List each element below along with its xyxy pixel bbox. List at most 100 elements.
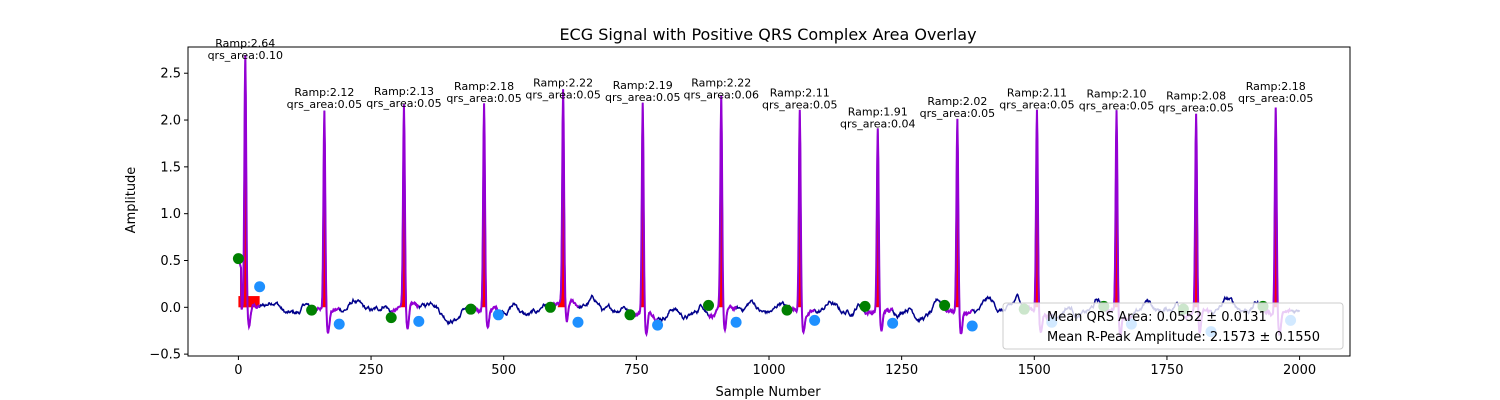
ramp-label: Ramp:2.22: [533, 76, 593, 89]
qrs-segment: [237, 54, 261, 331]
qrs-segment: [1182, 113, 1212, 334]
qrs-area-label: qrs_area:0.05: [1158, 102, 1233, 115]
y-tick-label: 0.0: [160, 301, 181, 316]
ramp-label: Ramp:1.91: [848, 105, 908, 118]
x-tick-label: 0: [234, 363, 242, 378]
qrs-offset-marker: [730, 316, 742, 328]
qrs-area-label: qrs_area:0.05: [920, 107, 995, 120]
qrs-segment: [943, 118, 973, 335]
qrs-segment: [786, 109, 816, 336]
qrs-offset-marker: [809, 314, 821, 326]
plot-area: Ramp:2.64qrs_area:0.10Ramp:2.12qrs_area:…: [208, 37, 1314, 338]
ramp-label: Ramp:2.10: [1087, 88, 1147, 101]
qrs-area-label: qrs_area:0.04: [840, 117, 915, 130]
qrs-area-fill: [238, 296, 260, 308]
qrs-area-label: qrs_area:0.05: [366, 97, 441, 110]
qrs-area-fill: [1270, 107, 1282, 308]
qrs-offset-marker: [413, 315, 425, 327]
x-tick-label: 1750: [1150, 363, 1183, 378]
ramp-label: Ramp:2.22: [691, 76, 751, 89]
qrs-onset-marker: [306, 304, 318, 316]
qrs-area-fill: [319, 110, 330, 308]
qrs-area-fill: [872, 128, 884, 308]
qrs-area-fill: [715, 95, 727, 308]
chart-title: ECG Signal with Positive QRS Complex Are…: [559, 25, 976, 44]
qrs-onset-marker: [544, 301, 556, 313]
qrs-segment: [1023, 109, 1053, 334]
ramp-label: Ramp:2.08: [1166, 90, 1226, 103]
ramp-label: Ramp:2.02: [927, 95, 987, 108]
qrs-area-fill: [239, 54, 251, 308]
qrs-segment: [708, 95, 738, 334]
qrs-offset-marker: [572, 316, 584, 328]
qrs-area-label: qrs_area:0.05: [525, 88, 600, 101]
x-tick-label: 1250: [885, 363, 918, 378]
qrs-area-fill: [1111, 110, 1122, 308]
x-tick-label: 1500: [1018, 363, 1051, 378]
qrs-area-fill: [1190, 113, 1202, 308]
x-tick-label: 1000: [752, 363, 785, 378]
y-tick-label: 0.5: [160, 254, 181, 269]
ramp-label: Ramp:2.18: [1246, 80, 1306, 93]
qrs-area-label: qrs_area:0.05: [446, 92, 521, 105]
ramp-label: Ramp:2.13: [374, 85, 434, 98]
ramp-label: Ramp:2.11: [1007, 87, 1067, 100]
qrs-segment: [311, 110, 341, 334]
qrs-area-fill: [952, 118, 963, 308]
legend-entry-mean-qrs: Mean QRS Area: 0.0552 ± 0.0131: [1047, 310, 1267, 325]
ramp-label: Ramp:2.19: [613, 79, 673, 92]
qrs-area-label: qrs_area:0.05: [999, 99, 1074, 112]
qrs-onset-marker: [939, 299, 951, 311]
x-tick-label: 250: [359, 363, 384, 378]
qrs-segment: [1262, 107, 1291, 337]
y-tick-label: 2.0: [160, 114, 181, 129]
qrs-offset-marker: [887, 317, 899, 329]
qrs-area-label: qrs_area:0.05: [605, 91, 680, 104]
qrs-offset-marker: [492, 309, 504, 321]
qrs-offset-marker: [254, 281, 266, 293]
legend: Mean QRS Area: 0.0552 ± 0.0131 Mean R-Pe…: [1002, 302, 1344, 350]
qrs-onset-marker: [624, 309, 636, 321]
y-axis-ticks: −0.5 0.0 0.5 1.0 1.5 2.0 2.5: [149, 67, 188, 363]
qrs-offset-marker: [652, 319, 664, 331]
ramp-label: Ramp:2.12: [294, 86, 354, 99]
qrs-segment: [1102, 110, 1133, 338]
qrs-area-label: qrs_area:0.06: [684, 88, 759, 101]
qrs-onset-marker: [465, 303, 477, 315]
qrs-area-label: qrs_area:0.05: [762, 99, 837, 112]
qrs-area-label: qrs_area:0.05: [287, 98, 362, 111]
qrs-area-fill: [794, 109, 806, 308]
qrs-offset-marker: [333, 318, 345, 330]
qrs-area-fill: [1031, 109, 1043, 308]
qrs-onset-marker: [781, 304, 793, 316]
y-tick-label: 1.5: [160, 160, 181, 175]
x-tick-label: 750: [624, 363, 649, 378]
qrs-offset-marker: [966, 320, 978, 332]
x-tick-label: 2000: [1283, 363, 1316, 378]
beat-annotations: Ramp:2.64qrs_area:0.10Ramp:2.12qrs_area:…: [208, 37, 1314, 130]
qrs-onset-marker: [703, 299, 715, 311]
x-tick-label: 500: [491, 363, 516, 378]
qrs-area-label: qrs_area:0.05: [1238, 92, 1313, 105]
x-axis-ticks: 0 250 500 750 1000 1250 1500 1750 2000: [234, 356, 1316, 378]
y-tick-label: 2.5: [160, 67, 181, 82]
qrs-segment: [549, 89, 579, 323]
qrs-area-label: qrs_area:0.05: [1079, 100, 1154, 113]
qrs-onset-marker: [385, 312, 397, 324]
ramp-label: Ramp:2.18: [454, 80, 514, 93]
y-axis-label: Amplitude: [124, 167, 139, 234]
qrs-segment: [629, 102, 659, 338]
qrs-area-fill: [398, 104, 410, 308]
qrs-area-fill: [478, 103, 490, 308]
y-tick-label: −0.5: [149, 348, 181, 363]
qrs-area-label: qrs_area:0.10: [208, 49, 283, 62]
qrs-area-fill: [637, 102, 649, 308]
qrs-segment: [390, 104, 420, 330]
qrs-onset-marker: [232, 253, 244, 265]
legend-box: [1002, 302, 1344, 350]
x-axis-label: Sample Number: [715, 385, 821, 400]
qrs-segment: [864, 128, 894, 332]
qrs-onset-marker: [859, 300, 871, 312]
qrs-area-fills: [238, 54, 1282, 308]
